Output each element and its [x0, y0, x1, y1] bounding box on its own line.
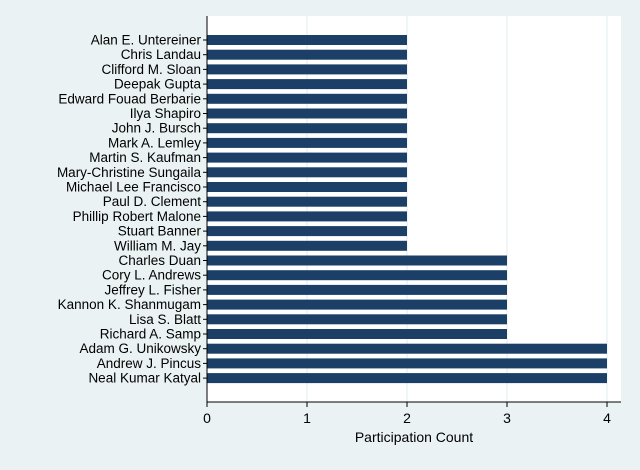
- bar: [207, 343, 607, 354]
- x-tick-label: 0: [203, 410, 211, 426]
- bar: [207, 329, 507, 339]
- bar: [207, 79, 407, 90]
- category-label: John J. Bursch: [112, 121, 201, 136]
- category-label: Jeffrey L. Fisher: [104, 282, 201, 297]
- bar: [207, 255, 507, 266]
- x-tick-label: 1: [303, 410, 311, 426]
- bars: [207, 35, 607, 384]
- bar: [207, 182, 407, 192]
- category-label: Chris Landau: [121, 47, 201, 62]
- category-label: Neal Kumar Katyal: [88, 371, 201, 386]
- category-label: Cory L. Andrews: [102, 268, 201, 283]
- category-label: Michael Lee Francisco: [66, 180, 201, 195]
- bar: [207, 284, 507, 295]
- bar: [207, 123, 407, 134]
- x-tick-label: 2: [403, 410, 411, 426]
- bar: [207, 35, 407, 45]
- bar: [207, 299, 507, 310]
- x-axis: 0 1 2 3 4: [203, 16, 621, 426]
- category-label: Martin S. Kaufman: [89, 150, 201, 165]
- category-label: Adam G. Unikowsky: [79, 341, 201, 356]
- category-label: Edward Fouad Berbarie: [58, 91, 201, 106]
- category-label: Richard A. Samp: [100, 327, 201, 342]
- x-axis-title: Participation Count: [355, 429, 473, 445]
- bar: [207, 49, 407, 60]
- bar: [207, 93, 407, 104]
- bar: [207, 240, 407, 251]
- bar: [207, 270, 507, 281]
- bar: [207, 373, 607, 384]
- category-label: Alan E. Untereiner: [91, 33, 202, 48]
- category-label: Mark A. Lemley: [108, 135, 201, 150]
- bar: [207, 358, 607, 369]
- category-label: Andrew J. Pincus: [97, 356, 202, 371]
- category-label: Clifford M. Sloan: [101, 62, 201, 77]
- category-label: Kannon K. Shanmugam: [58, 297, 201, 312]
- bar: [207, 137, 407, 148]
- bar: [207, 64, 407, 75]
- category-label: Mary-Christine Sungaila: [57, 165, 202, 180]
- category-label: Stuart Banner: [118, 224, 202, 239]
- category-label: William M. Jay: [114, 238, 201, 253]
- bar: [207, 211, 407, 222]
- category-label: Ilya Shapiro: [130, 106, 201, 121]
- category-label: Paul D. Clement: [103, 194, 202, 209]
- x-tick-label: 3: [503, 410, 511, 426]
- bar: [207, 314, 507, 325]
- category-label: Charles Duan: [118, 253, 201, 268]
- category-label: Deepak Gupta: [114, 77, 202, 92]
- category-label: Phillip Robert Malone: [73, 209, 201, 224]
- category-label: Lisa S. Blatt: [129, 312, 201, 327]
- bar: [207, 196, 407, 207]
- bar: [207, 167, 407, 178]
- x-tick-label: 4: [603, 410, 611, 426]
- bar: [207, 108, 407, 119]
- bar: [207, 226, 407, 237]
- bar: [207, 152, 407, 163]
